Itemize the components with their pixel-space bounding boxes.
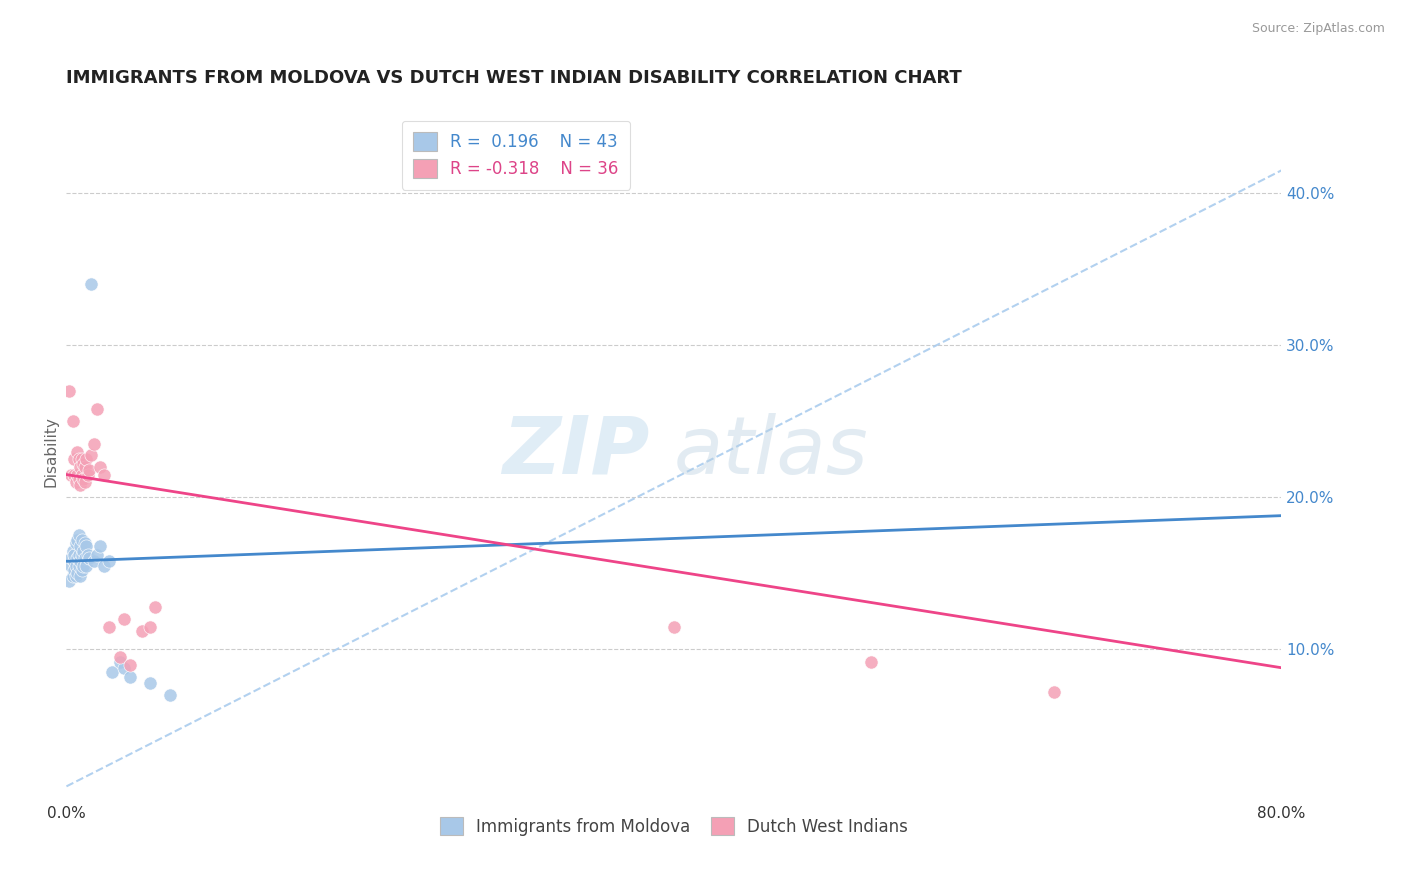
Point xyxy=(76,467,98,482)
Point xyxy=(86,548,108,562)
Text: Source: ZipAtlas.com: Source: ZipAtlas.com xyxy=(1251,22,1385,36)
Point xyxy=(72,558,94,573)
Point xyxy=(73,460,96,475)
Point xyxy=(139,620,162,634)
Point xyxy=(69,460,91,475)
Point xyxy=(69,569,91,583)
Point xyxy=(86,402,108,417)
Y-axis label: Disability: Disability xyxy=(44,417,58,487)
Point xyxy=(70,563,93,577)
Text: IMMIGRANTS FROM MOLDOVA VS DUTCH WEST INDIAN DISABILITY CORRELATION CHART: IMMIGRANTS FROM MOLDOVA VS DUTCH WEST IN… xyxy=(66,69,962,87)
Point xyxy=(75,539,97,553)
Point xyxy=(139,676,162,690)
Point xyxy=(63,452,86,467)
Point xyxy=(66,551,89,566)
Point xyxy=(112,612,135,626)
Point xyxy=(60,467,83,482)
Point xyxy=(60,558,83,573)
Point xyxy=(80,277,103,292)
Point xyxy=(108,650,131,665)
Point xyxy=(112,661,135,675)
Point xyxy=(67,558,90,573)
Point xyxy=(65,536,87,550)
Point xyxy=(73,475,96,490)
Point xyxy=(120,670,142,684)
Point xyxy=(60,551,83,566)
Point xyxy=(98,620,121,634)
Point xyxy=(73,551,96,566)
Point xyxy=(58,574,80,588)
Point xyxy=(72,472,94,486)
Text: atlas: atlas xyxy=(673,413,869,491)
Point xyxy=(63,467,86,482)
Point xyxy=(77,551,100,566)
Point xyxy=(70,548,93,562)
Point xyxy=(66,566,89,581)
Point xyxy=(63,548,86,562)
Point xyxy=(62,569,84,583)
Point xyxy=(1042,685,1064,699)
Point xyxy=(75,452,97,467)
Point xyxy=(67,548,90,562)
Point xyxy=(70,467,93,482)
Point xyxy=(860,655,883,669)
Point xyxy=(83,437,105,451)
Point xyxy=(72,457,94,471)
Point xyxy=(66,533,89,547)
Point xyxy=(131,624,153,639)
Point xyxy=(93,467,115,482)
Point xyxy=(76,548,98,562)
Point xyxy=(69,539,91,553)
Point xyxy=(67,528,90,542)
Point xyxy=(70,533,93,547)
Point xyxy=(66,444,89,458)
Point xyxy=(58,384,80,398)
Text: ZIP: ZIP xyxy=(502,413,650,491)
Point xyxy=(70,452,93,467)
Point xyxy=(65,558,87,573)
Point xyxy=(143,599,166,614)
Point xyxy=(98,554,121,568)
Point xyxy=(73,536,96,550)
Point xyxy=(120,657,142,672)
Point xyxy=(69,554,91,568)
Point xyxy=(67,472,90,486)
Point xyxy=(62,414,84,428)
Point xyxy=(65,569,87,583)
Point xyxy=(93,558,115,573)
Point xyxy=(69,478,91,492)
Point xyxy=(80,448,103,462)
Point xyxy=(63,554,86,568)
Point xyxy=(662,620,685,634)
Point xyxy=(83,554,105,568)
Point xyxy=(62,543,84,558)
Point xyxy=(67,452,90,467)
Point xyxy=(89,460,111,475)
Point xyxy=(101,665,124,680)
Point xyxy=(77,463,100,477)
Point xyxy=(75,558,97,573)
Point xyxy=(108,655,131,669)
Point xyxy=(159,688,181,702)
Point xyxy=(89,539,111,553)
Point xyxy=(72,543,94,558)
Point xyxy=(66,467,89,482)
Point xyxy=(65,475,87,490)
Legend: Immigrants from Moldova, Dutch West Indians: Immigrants from Moldova, Dutch West Indi… xyxy=(433,810,915,842)
Point xyxy=(63,563,86,577)
